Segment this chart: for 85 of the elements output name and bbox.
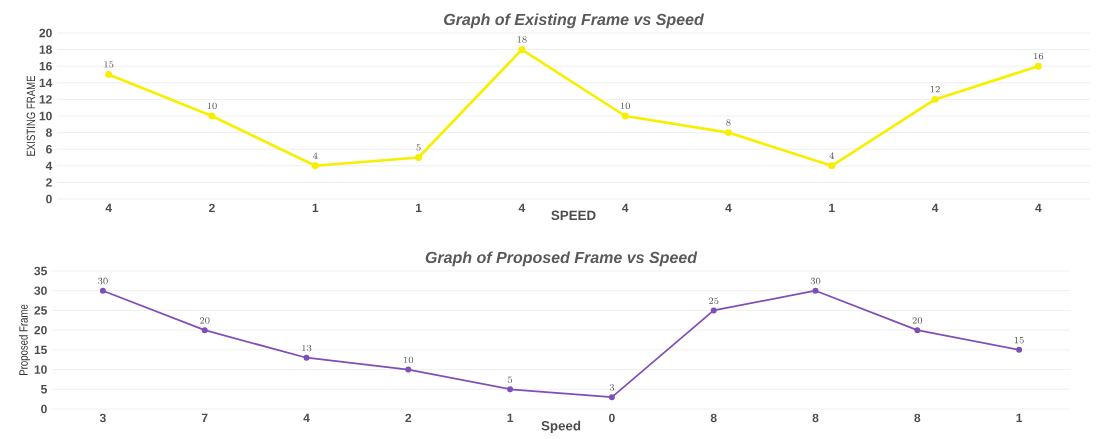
x-axis-title: SPEED — [551, 210, 596, 221]
point — [812, 287, 819, 294]
x-tick-label: 4 — [518, 203, 526, 212]
chart-title: Graph of Proposed Frame vs Speed — [425, 251, 698, 267]
point — [208, 112, 216, 120]
data-label: 10 — [620, 102, 630, 110]
x-tick-label: 4 — [725, 203, 732, 212]
point — [931, 95, 939, 103]
point — [828, 162, 836, 170]
data-label: 4 — [829, 152, 835, 159]
data-label: 5 — [508, 376, 513, 383]
x-tick-label: 2 — [209, 203, 215, 213]
data-label: 13 — [302, 344, 312, 352]
data-label: 10 — [207, 102, 217, 110]
point — [415, 154, 423, 161]
y-axis-title: EXISTING FRAME — [26, 75, 36, 156]
x-tick-label: 1 — [1016, 413, 1023, 422]
y-tick-label: 2 — [46, 178, 52, 187]
x-tick-label: 2 — [405, 413, 412, 423]
x-tick-label: 4 — [105, 203, 112, 212]
y-tick-label: 18 — [39, 45, 52, 54]
point — [710, 307, 717, 314]
x-tick-label: 8 — [710, 413, 717, 423]
data-label: 18 — [517, 36, 527, 43]
x-axis-title: Speed — [541, 420, 581, 434]
y-tick-label: 4 — [45, 161, 53, 170]
point — [99, 287, 106, 294]
point — [914, 327, 921, 334]
data-label: 25 — [708, 297, 719, 304]
y-tick-label: 8 — [46, 128, 52, 137]
y-tick-label: 16 — [39, 61, 52, 71]
x-tick-label: 4 — [622, 203, 629, 212]
y-tick-label: 0 — [41, 404, 47, 414]
point — [201, 327, 208, 334]
data-label: 20 — [912, 317, 923, 324]
x-tick-label: 1 — [507, 413, 514, 422]
x-tick-label: 4 — [303, 413, 310, 422]
x-tick-label: 1 — [829, 203, 835, 212]
data-label: 5 — [416, 144, 421, 151]
y-tick-label: 15 — [34, 345, 47, 355]
x-tick-label: 1 — [415, 203, 422, 212]
x-tick-label: 7 — [201, 413, 208, 422]
point — [1016, 346, 1023, 353]
data-label: 10 — [404, 356, 414, 364]
data-label: 4 — [312, 152, 318, 159]
y-tick-label: 30 — [34, 286, 47, 295]
point — [507, 386, 514, 393]
data-label: 8 — [726, 119, 731, 126]
point — [608, 394, 615, 401]
point — [1034, 62, 1042, 70]
x-tick-label: 1 — [312, 203, 319, 212]
point — [518, 46, 526, 54]
x-tick-label: 4 — [1035, 203, 1042, 212]
data-label: 15 — [1014, 337, 1024, 344]
point — [724, 129, 732, 137]
y-tick-label: 35 — [34, 266, 47, 276]
y-tick-label: 20 — [34, 325, 47, 335]
y-axis-title: Proposed Frame — [18, 304, 31, 375]
x-tick-label: 4 — [931, 203, 939, 212]
x-tick-label: 0 — [609, 413, 615, 423]
point — [405, 366, 412, 373]
y-tick-label: 6 — [46, 144, 52, 154]
y-tick-label: 5 — [41, 385, 47, 394]
data-label: 12 — [930, 86, 940, 93]
x-tick-label: 3 — [99, 413, 106, 423]
data-label: 16 — [1034, 52, 1044, 60]
data-label: 20 — [199, 317, 210, 324]
chart-title: Graph of Existing Frame vs Speed — [444, 13, 705, 29]
y-tick-label: 20 — [39, 28, 52, 38]
y-tick-label: 10 — [39, 111, 52, 121]
y-tick-label: 14 — [39, 78, 53, 87]
x-tick-label: 8 — [812, 413, 819, 423]
y-tick-label: 10 — [34, 365, 47, 374]
y-tick-label: 0 — [46, 194, 52, 204]
y-tick-label: 12 — [39, 95, 52, 104]
data-label: 30 — [810, 277, 821, 285]
x-tick-label: 8 — [914, 413, 921, 423]
data-label: 3 — [609, 384, 615, 391]
data-label: 30 — [98, 277, 108, 285]
point — [303, 354, 310, 361]
y-tick-label: 25 — [34, 306, 47, 315]
point — [311, 162, 319, 170]
data-label: 15 — [104, 61, 114, 68]
point — [105, 71, 113, 78]
point — [621, 112, 629, 120]
